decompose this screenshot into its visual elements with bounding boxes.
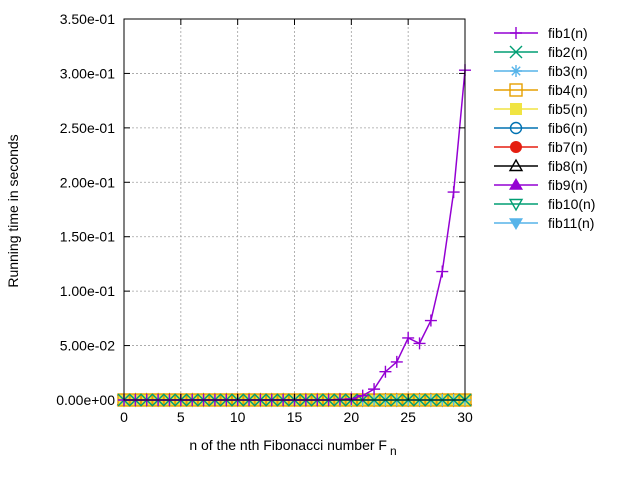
- legend-marker: [509, 218, 523, 230]
- data-point: [368, 383, 381, 396]
- legend-marker: [510, 65, 522, 77]
- legend-marker: [509, 45, 523, 59]
- legend-item: fib6(n): [494, 120, 588, 136]
- x-axis-label-text: n of the nth Fibonacci number F: [189, 437, 387, 453]
- legend: fib1(n) fib2(n) fib3(n) fib4(n) fib5(n) fib6(…: [494, 25, 595, 231]
- x-tick-label: 20: [344, 409, 360, 425]
- x-tick-label: 0: [120, 409, 128, 425]
- ticks: [123, 18, 466, 401]
- x-tick-label: 15: [287, 409, 303, 425]
- legend-item: fib10(n): [494, 196, 595, 212]
- y-tick-label: 1.50e-01: [60, 229, 115, 245]
- data-point: [379, 365, 392, 378]
- y-tick-label: 0.00e+00: [56, 392, 115, 408]
- legend-label: fib4(n): [548, 82, 588, 98]
- legend-item: fib4(n): [494, 82, 588, 98]
- data-point: [424, 314, 437, 327]
- legend-marker: [508, 198, 524, 212]
- legend-label: fib9(n): [548, 177, 588, 193]
- legend-item: fib2(n): [494, 44, 588, 60]
- y-axis-label: Running time in seconds: [5, 134, 21, 287]
- data-point: [390, 355, 403, 368]
- data-point: [413, 337, 426, 350]
- legend-marker: [510, 103, 522, 115]
- legend-marker: [509, 121, 523, 135]
- x-axis-label-subscript: n: [390, 444, 397, 458]
- x-tick-label: 25: [400, 409, 416, 425]
- legend-item: fib1(n): [494, 25, 588, 41]
- legend-label: fib3(n): [548, 63, 588, 79]
- legend-item: fib3(n): [494, 63, 588, 79]
- data-point: [333, 393, 346, 406]
- data-point: [447, 186, 460, 199]
- legend-item: fib11(n): [494, 215, 594, 231]
- legend-label: fib5(n): [548, 101, 588, 117]
- y-tick-label: 2.50e-01: [60, 120, 115, 136]
- y-tick-label: 2.00e-01: [60, 174, 115, 190]
- legend-label: fib11(n): [548, 215, 594, 231]
- legend-label: fib8(n): [548, 158, 588, 174]
- legend-label: fib6(n): [548, 120, 588, 136]
- legend-marker: [509, 178, 523, 190]
- legend-item: fib9(n): [494, 177, 588, 193]
- legend-marker: [509, 83, 523, 97]
- data-point: [402, 331, 415, 344]
- x-tick-label: 5: [177, 409, 185, 425]
- legend-item: fib5(n): [494, 101, 588, 117]
- y-tick-label: 5.00e-02: [60, 338, 115, 354]
- data-point: [436, 265, 449, 278]
- legend-item: fib7(n): [494, 139, 588, 155]
- x-tick-label: 10: [230, 409, 246, 425]
- legend-marker: [510, 141, 522, 153]
- legend-label: fib2(n): [548, 44, 588, 60]
- legend-label: fib10(n): [548, 196, 595, 212]
- y-tick-label: 1.00e-01: [60, 283, 115, 299]
- y-tick-label: 3.00e-01: [60, 65, 115, 81]
- legend-marker: [508, 158, 524, 172]
- legend-item: fib8(n): [494, 158, 588, 174]
- legend-label: fib1(n): [548, 25, 588, 41]
- legend-marker: [510, 27, 522, 39]
- legend-label: fib7(n): [548, 139, 588, 155]
- y-tick-label: 3.50e-01: [60, 11, 115, 27]
- tick-labels: 0 5 10 15 20 25 30 0.00e+00 5.00e-02 1.00e-01 1.50…: [56, 11, 473, 425]
- x-tick-label: 30: [457, 409, 473, 425]
